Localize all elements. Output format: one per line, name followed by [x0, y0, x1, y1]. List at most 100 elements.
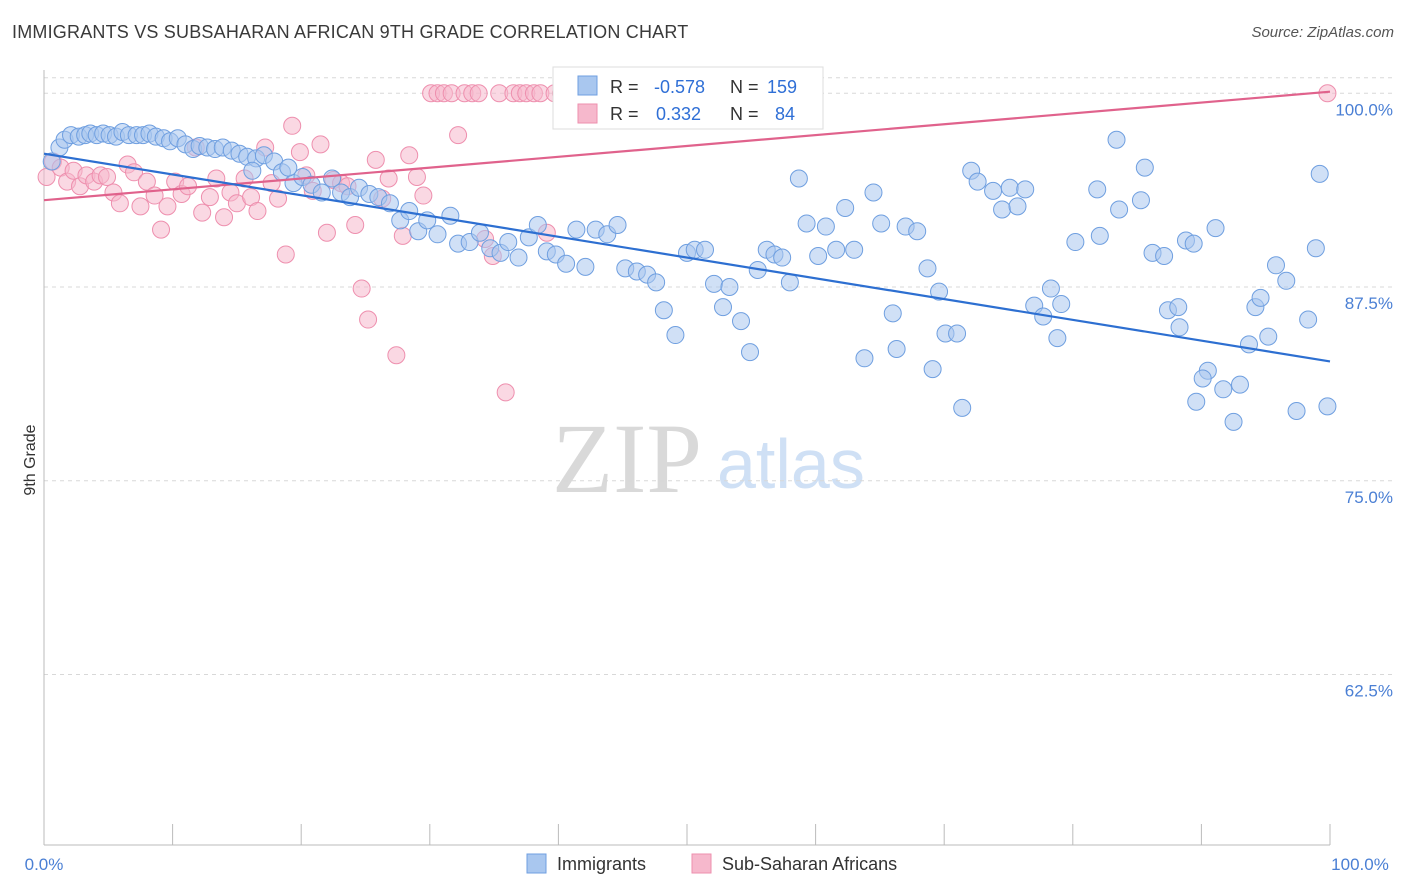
immigrants-point [1131, 191, 1150, 210]
immigrants-point [1310, 164, 1329, 183]
immigrants-point [1066, 233, 1085, 252]
immigrants-point [428, 225, 447, 244]
subsaharan-point [352, 279, 371, 298]
subsaharan-point [469, 84, 488, 103]
legend-r-value-2: 0.332 [656, 104, 701, 124]
immigrants-point [773, 248, 792, 267]
immigrants-point [380, 194, 399, 213]
subsaharan-point [317, 223, 336, 242]
subsaharan-trend-line [43, 90, 1331, 202]
immigrants-point [797, 214, 816, 233]
y-tick-label: 87.5% [1345, 294, 1393, 313]
subsaharan-point [158, 197, 177, 216]
subsaharan-point [276, 245, 295, 264]
subsaharan-point [407, 167, 426, 186]
subsaharan-point [193, 203, 212, 222]
source-label: Source: ZipAtlas.com [1251, 24, 1394, 41]
immigrants-point [1016, 180, 1035, 199]
immigrants-point [816, 217, 835, 236]
immigrants-point [930, 282, 949, 301]
immigrants-point [576, 257, 595, 276]
subsaharan-point [366, 150, 385, 169]
immigrants-point [1170, 318, 1189, 337]
immigrants-point [918, 259, 937, 278]
immigrants-point [1155, 247, 1174, 265]
legend-immigrants-swatch [526, 853, 547, 874]
immigrants-point [1169, 298, 1188, 317]
legend-n-label-2: N = [730, 104, 759, 124]
immigrants-point [1107, 130, 1126, 149]
immigrants-point [509, 248, 528, 267]
immigrants-point [528, 216, 547, 234]
immigrants-point [809, 247, 828, 265]
subsaharan-point [359, 310, 378, 329]
immigrants-point [1041, 279, 1060, 298]
series-legend: Immigrants Sub-Saharan Africans [526, 853, 897, 874]
immigrants-point [279, 158, 298, 177]
immigrants-point [1206, 219, 1225, 238]
immigrants-point [872, 214, 891, 233]
immigrants-point [984, 181, 1003, 200]
immigrants-point [654, 301, 673, 320]
subsaharan-point [269, 189, 288, 208]
x-tick-label-min: 0.0% [25, 855, 64, 874]
immigrants-point [1287, 402, 1306, 420]
stats-legend-frame [552, 66, 824, 130]
immigrants-point [1306, 239, 1325, 258]
immigrants-point [441, 206, 460, 225]
immigrants-point [1251, 288, 1270, 307]
immigrants-point [968, 172, 987, 191]
y-tick-label: 62.5% [1345, 682, 1393, 701]
subsaharan-point [346, 216, 365, 234]
immigrants-point [1277, 271, 1296, 290]
legend-n-value-1: 159 [767, 77, 797, 97]
immigrants-point [1193, 369, 1212, 388]
legend-r-label-1: R = [610, 77, 639, 97]
immigrants-point [1259, 327, 1278, 346]
subsaharan-point [311, 135, 330, 154]
immigrants-point [887, 340, 906, 358]
subsaharan-point [152, 220, 171, 239]
x-tick-label-max: 100.0% [1331, 855, 1389, 874]
immigrants-point [1230, 375, 1249, 394]
immigrants-point [1187, 392, 1206, 411]
immigrants-point [499, 233, 518, 252]
subsaharan-point [131, 197, 150, 216]
immigrants-point [993, 200, 1012, 219]
immigrants-point [1090, 226, 1109, 245]
immigrants-point [1110, 200, 1129, 219]
subsaharan-point [137, 172, 156, 191]
immigrants-point [732, 312, 751, 331]
immigrants-point [647, 273, 666, 292]
subsaharan-point [393, 226, 412, 245]
legend-subsaharan-swatch [691, 853, 712, 874]
immigrants-point [845, 240, 864, 259]
immigrants-point [953, 398, 972, 417]
legend-r-value-1: -0.578 [654, 77, 705, 97]
immigrants-point [1052, 295, 1071, 314]
immigrants-point [908, 222, 927, 241]
y-tick-labels: 100.0% 87.5% 75.0% 62.5% [1335, 100, 1393, 700]
legend-r-label-2: R = [610, 104, 639, 124]
immigrants-point [1318, 397, 1337, 416]
immigrants-point [836, 198, 855, 217]
subsaharan-point [379, 169, 398, 188]
subsaharan-point [179, 177, 198, 196]
immigrants-point [243, 161, 262, 180]
series-subsaharan-points [37, 84, 1337, 402]
immigrants-point [1184, 234, 1203, 253]
legend-immigrants-label: Immigrants [557, 854, 646, 874]
subsaharan-point [400, 146, 419, 165]
subsaharan-point [290, 143, 309, 162]
immigrants-point [608, 216, 627, 234]
immigrants-point [714, 298, 733, 317]
immigrants-point [741, 343, 760, 362]
immigrants-point [1008, 197, 1027, 216]
legend-subsaharan-label: Sub-Saharan Africans [722, 854, 897, 874]
immigrants-point [948, 324, 967, 343]
subsaharan-point [496, 383, 515, 402]
subsaharan-point [248, 202, 267, 221]
immigrants-point [780, 273, 799, 292]
x-ticks [43, 824, 1331, 845]
immigrants-point [1224, 412, 1243, 431]
